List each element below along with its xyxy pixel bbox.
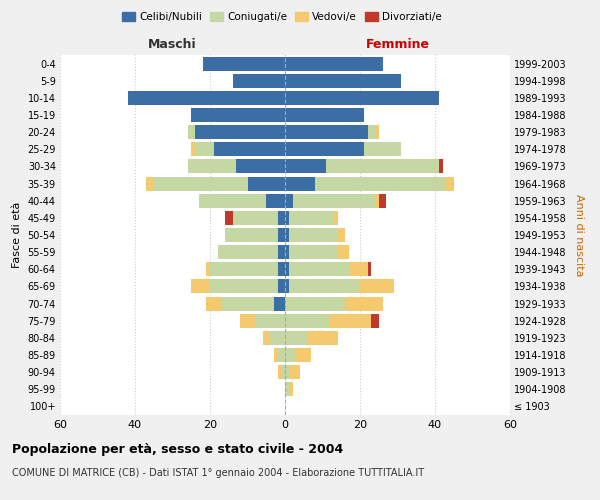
Bar	[285, 331, 308, 345]
Bar	[289, 245, 337, 259]
Text: Maschi: Maschi	[148, 38, 197, 52]
Bar	[214, 142, 285, 156]
Legend: Celibi/Nubili, Coniugati/e, Vedovi/e, Divorziati/e: Celibi/Nubili, Coniugati/e, Vedovi/e, Di…	[118, 8, 446, 26]
Bar	[315, 176, 446, 190]
Bar	[233, 74, 285, 88]
Y-axis label: Fasce di età: Fasce di età	[12, 202, 22, 268]
Bar	[285, 365, 289, 379]
Bar	[289, 211, 334, 225]
Bar	[236, 160, 285, 173]
Bar	[345, 296, 383, 310]
Y-axis label: Anni di nascita: Anni di nascita	[574, 194, 584, 276]
Bar	[277, 280, 285, 293]
Bar	[439, 160, 443, 173]
Bar	[285, 228, 289, 242]
Bar	[274, 348, 277, 362]
Bar	[375, 194, 379, 207]
Bar	[285, 382, 289, 396]
Bar	[203, 56, 285, 70]
Bar	[326, 160, 439, 173]
Bar	[210, 280, 277, 293]
Bar	[330, 314, 371, 328]
Bar	[191, 142, 195, 156]
Bar	[199, 194, 266, 207]
Bar	[221, 296, 274, 310]
Bar	[270, 331, 285, 345]
Bar	[285, 296, 345, 310]
Bar	[285, 280, 289, 293]
Bar	[293, 194, 375, 207]
Text: Femmine: Femmine	[365, 38, 430, 52]
Bar	[334, 211, 337, 225]
Bar	[296, 348, 311, 362]
Bar	[285, 160, 326, 173]
Bar	[277, 348, 285, 362]
Bar	[248, 176, 285, 190]
Bar	[277, 228, 285, 242]
Bar	[289, 262, 349, 276]
Bar	[367, 125, 375, 139]
Bar	[263, 331, 270, 345]
Bar	[277, 262, 285, 276]
Bar	[285, 125, 367, 139]
Bar	[255, 314, 285, 328]
Bar	[364, 142, 401, 156]
Bar	[289, 228, 337, 242]
Bar	[191, 108, 285, 122]
Bar	[128, 91, 285, 105]
Bar	[195, 142, 214, 156]
Bar	[285, 194, 293, 207]
Bar	[187, 125, 195, 139]
Bar	[285, 211, 289, 225]
Bar	[371, 314, 379, 328]
Bar	[277, 245, 285, 259]
Bar	[285, 262, 289, 276]
Text: COMUNE DI MATRICE (CB) - Dati ISTAT 1° gennaio 2004 - Elaborazione TUTTITALIA.IT: COMUNE DI MATRICE (CB) - Dati ISTAT 1° g…	[12, 468, 424, 477]
Bar	[285, 74, 401, 88]
Bar	[206, 296, 221, 310]
Bar	[225, 211, 233, 225]
Bar	[337, 245, 349, 259]
Bar	[277, 211, 285, 225]
Bar	[240, 314, 255, 328]
Bar	[308, 331, 337, 345]
Bar	[285, 176, 315, 190]
Bar	[446, 176, 454, 190]
Bar	[281, 365, 285, 379]
Bar	[379, 194, 386, 207]
Bar	[225, 228, 277, 242]
Bar	[146, 176, 154, 190]
Bar	[285, 142, 364, 156]
Bar	[289, 365, 300, 379]
Bar	[285, 108, 364, 122]
Bar	[289, 382, 293, 396]
Bar	[289, 280, 360, 293]
Bar	[187, 160, 236, 173]
Bar	[233, 211, 277, 225]
Bar	[285, 91, 439, 105]
Bar	[266, 194, 285, 207]
Bar	[274, 296, 285, 310]
Bar	[360, 280, 394, 293]
Bar	[210, 262, 277, 276]
Text: Popolazione per età, sesso e stato civile - 2004: Popolazione per età, sesso e stato civil…	[12, 442, 343, 456]
Bar	[285, 245, 289, 259]
Bar	[218, 245, 277, 259]
Bar	[337, 228, 345, 242]
Bar	[367, 262, 371, 276]
Bar	[154, 176, 248, 190]
Bar	[285, 314, 330, 328]
Bar	[277, 365, 281, 379]
Bar	[285, 56, 383, 70]
Bar	[285, 348, 296, 362]
Bar	[206, 262, 210, 276]
Bar	[349, 262, 367, 276]
Bar	[191, 280, 210, 293]
Bar	[195, 125, 285, 139]
Bar	[375, 125, 379, 139]
